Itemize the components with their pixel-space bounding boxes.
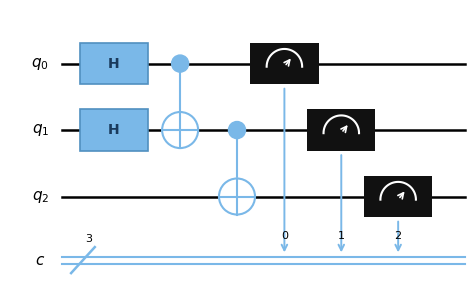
Ellipse shape (228, 121, 246, 139)
Text: H: H (108, 123, 119, 137)
Text: H: H (108, 57, 119, 71)
Text: $c$: $c$ (35, 253, 46, 268)
Text: $q_{2}$: $q_{2}$ (32, 188, 49, 205)
FancyBboxPatch shape (364, 176, 432, 217)
FancyBboxPatch shape (250, 43, 319, 84)
Text: 2: 2 (394, 231, 402, 241)
FancyBboxPatch shape (80, 43, 148, 84)
Ellipse shape (162, 112, 198, 148)
Ellipse shape (219, 179, 255, 214)
Text: 3: 3 (85, 234, 92, 244)
Ellipse shape (172, 55, 189, 72)
Text: 1: 1 (338, 231, 345, 241)
Text: $q_{1}$: $q_{1}$ (32, 122, 49, 138)
FancyBboxPatch shape (307, 109, 375, 151)
Text: 0: 0 (281, 231, 288, 241)
FancyBboxPatch shape (80, 109, 148, 151)
Text: $q_{0}$: $q_{0}$ (31, 55, 49, 72)
